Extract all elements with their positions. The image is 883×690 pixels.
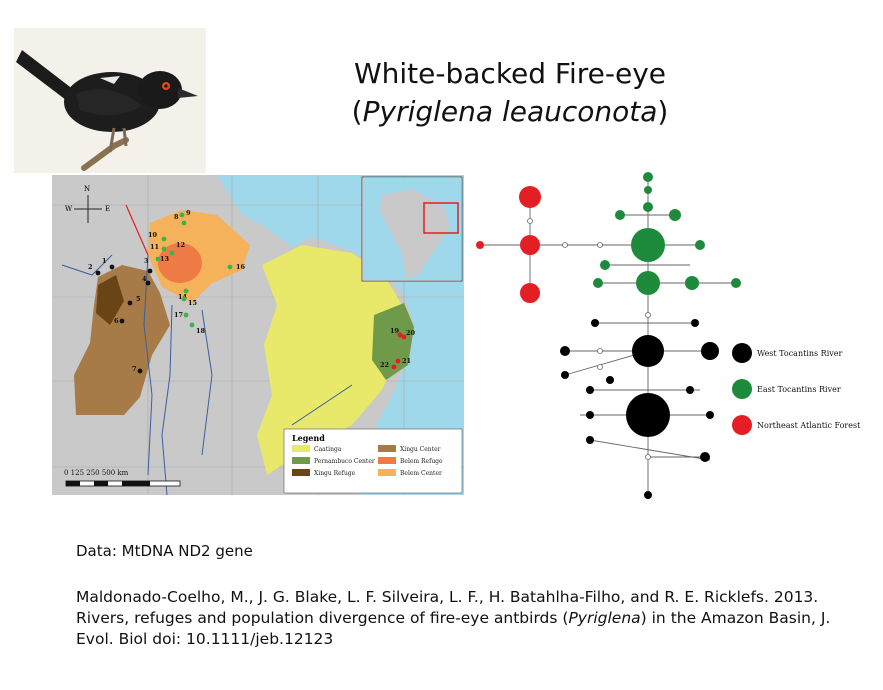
site-dot bbox=[95, 270, 101, 276]
site-dot bbox=[155, 256, 161, 262]
site-dot bbox=[109, 264, 115, 270]
site-number: 18 bbox=[196, 327, 206, 335]
site-number: 8 bbox=[174, 213, 179, 221]
site-number: 13 bbox=[160, 255, 170, 263]
legend-swatch bbox=[292, 469, 310, 476]
slide-title: White-backed Fire-eye (Pyriglena leaucon… bbox=[300, 55, 720, 131]
site-number: 12 bbox=[176, 241, 185, 249]
site-dot bbox=[189, 322, 195, 328]
legend-label: Caatinga bbox=[314, 446, 342, 453]
legend-label: Belem Center bbox=[400, 470, 442, 477]
site-dot bbox=[161, 246, 167, 252]
site-dot bbox=[127, 300, 133, 306]
legend-label: Pernambuco Center bbox=[314, 458, 375, 465]
legend-label: Xingu Center bbox=[400, 446, 441, 453]
legend-swatch bbox=[378, 457, 396, 464]
site-number: 1 bbox=[102, 257, 107, 265]
site-number: 9 bbox=[186, 209, 191, 217]
legend-swatch bbox=[292, 457, 310, 464]
species-scientific-name: (Pyriglena leauconota) bbox=[351, 95, 669, 128]
site-dot bbox=[397, 332, 403, 338]
site-number: 3 bbox=[144, 257, 149, 265]
site-number: 5 bbox=[136, 295, 141, 303]
legend-label: Belem Refuge bbox=[400, 458, 443, 465]
site-number: 7 bbox=[132, 365, 137, 373]
site-number: 16 bbox=[236, 263, 246, 271]
legend-label: Northeast Atlantic Forest bbox=[757, 421, 861, 430]
legend-swatch bbox=[732, 343, 752, 363]
legend-swatch bbox=[378, 469, 396, 476]
map-legend: Caatinga Pernambuco Center Xingu Refuge Xin… bbox=[292, 445, 443, 477]
haplotype-network: West Tocantins River East Tocantins River… bbox=[476, 172, 861, 499]
site-dot bbox=[227, 264, 233, 270]
compass-north: N bbox=[84, 185, 90, 193]
site-dot bbox=[179, 212, 185, 218]
site-number: 11 bbox=[150, 243, 159, 251]
site-dot bbox=[161, 236, 167, 242]
site-dot bbox=[395, 358, 401, 364]
site-number: 10 bbox=[148, 231, 158, 239]
scale-bar bbox=[65, 480, 181, 487]
site-dot bbox=[145, 280, 151, 286]
site-number: 4 bbox=[142, 275, 147, 283]
site-dot bbox=[401, 334, 407, 340]
legend-swatch bbox=[732, 379, 752, 399]
site-number: 2 bbox=[88, 263, 93, 271]
site-number: 6 bbox=[114, 317, 119, 325]
site-dot bbox=[181, 296, 187, 302]
site-number: 21 bbox=[402, 357, 411, 365]
legend-swatch bbox=[732, 415, 752, 435]
site-number: 22 bbox=[380, 361, 389, 369]
species-common-name: White-backed Fire-eye bbox=[353, 57, 667, 90]
bird-illustration bbox=[14, 28, 206, 173]
legend-swatch bbox=[292, 445, 310, 452]
site-number: 17 bbox=[174, 311, 183, 319]
legend-swatch bbox=[378, 445, 396, 452]
compass-east: E bbox=[105, 205, 110, 213]
legend-label: Xingu Refuge bbox=[314, 470, 356, 477]
distribution-map: N W E 0° 5°S 10°S 15°S 50°W 45°W 40°W 35… bbox=[52, 175, 464, 495]
citation: Maldonado-Coelho, M., J. G. Blake, L. F.… bbox=[76, 588, 831, 648]
site-number: 15 bbox=[188, 299, 198, 307]
data-source-note: Data: MtDNA ND2 gene bbox=[76, 542, 253, 560]
network-legend: West Tocantins River East Tocantins River… bbox=[732, 343, 861, 435]
site-dot bbox=[183, 288, 189, 294]
legend-label: West Tocantins River bbox=[757, 349, 843, 358]
site-dot bbox=[169, 250, 175, 256]
site-dot bbox=[119, 318, 125, 324]
map-legend-title: Legend bbox=[292, 433, 325, 443]
site-number: 20 bbox=[406, 329, 416, 337]
site-dot bbox=[183, 312, 189, 318]
site-dot bbox=[391, 364, 397, 370]
site-dot bbox=[147, 268, 153, 274]
scale-label: 0 125 250 500 km bbox=[64, 469, 129, 477]
site-dot bbox=[137, 368, 143, 374]
compass-west: W bbox=[65, 205, 73, 213]
site-number: 19 bbox=[390, 327, 400, 335]
legend-label: East Tocantins River bbox=[757, 385, 841, 394]
site-dot bbox=[181, 220, 187, 226]
